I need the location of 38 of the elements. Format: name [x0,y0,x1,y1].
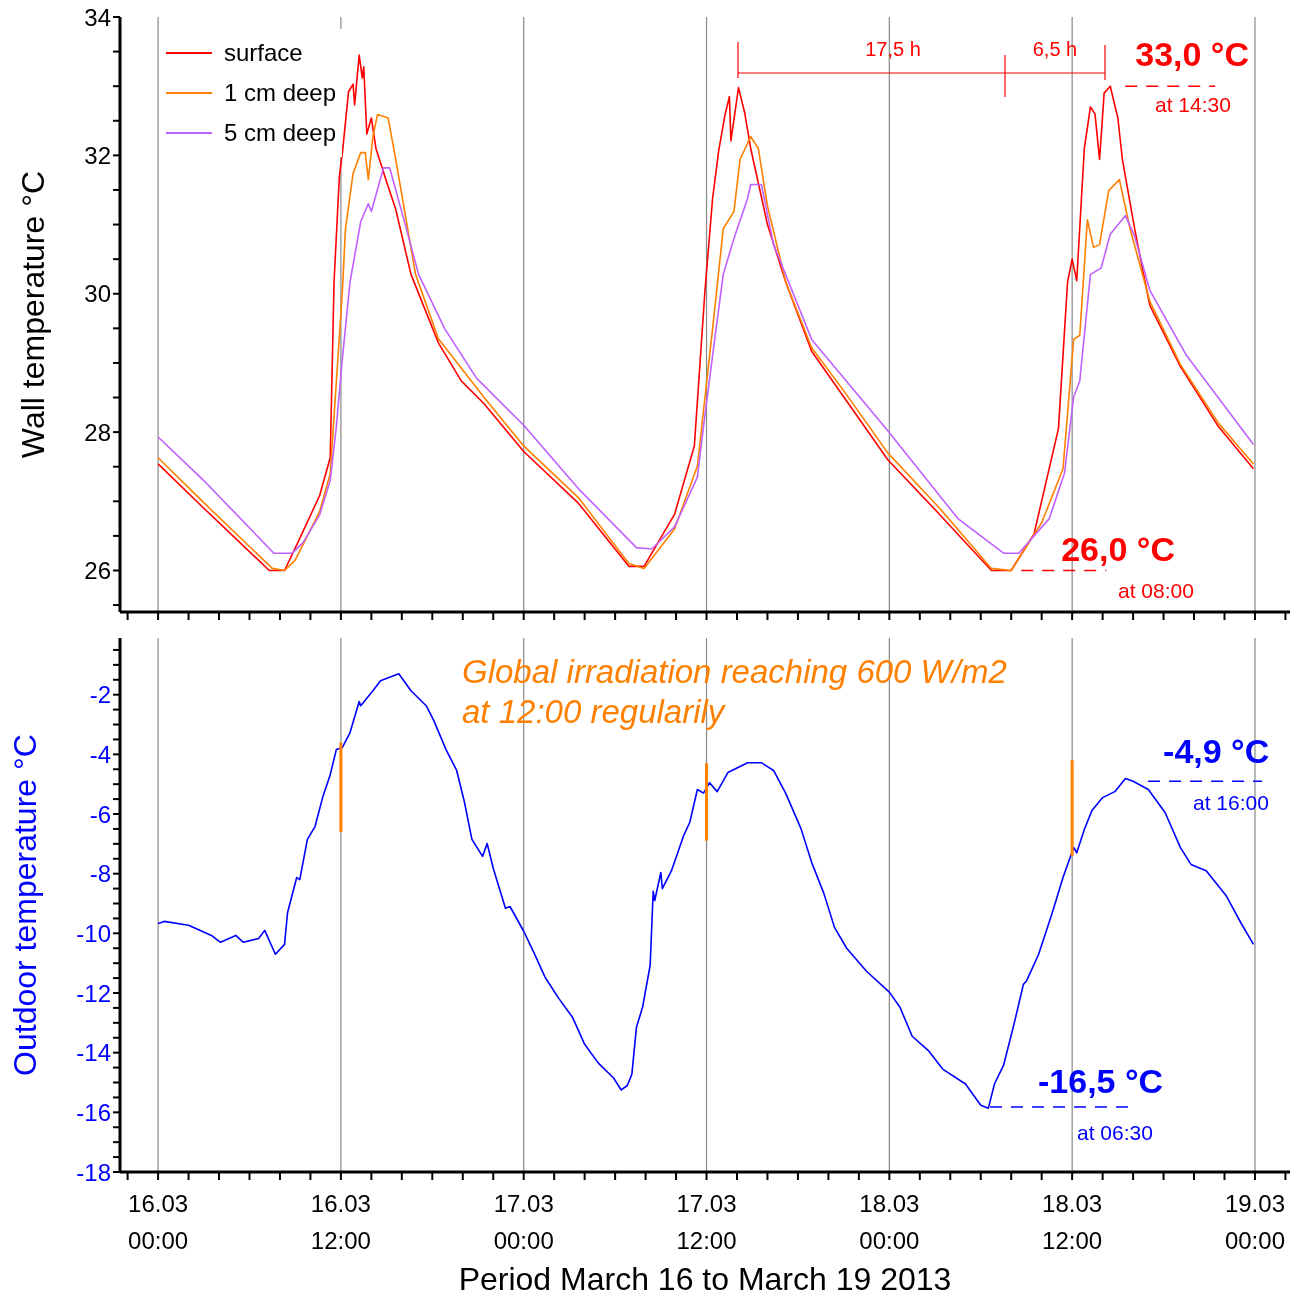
x-axis-title: Period March 16 to March 19 2013 [458,1261,952,1297]
y-axis-title: Wall temperature °C [15,170,51,459]
annotation: -16,5 °C [1038,1062,1164,1100]
annotation: at 14:30 [1155,93,1231,116]
x-tick-label: 16.03 00:00 [128,1190,189,1254]
x-tick-label: 18.03 00:00 [859,1190,920,1254]
x-tick-label: 17.03 12:00 [676,1190,737,1254]
x-tick-label: 18.03 12:00 [1042,1190,1103,1254]
y-tick-label: -16 [76,1098,111,1126]
y-tick-label: 34 [84,3,111,31]
annotation: -4,9 °C [1163,732,1270,771]
annotation: at 06:30 [1077,1121,1153,1144]
y-tick-label: -4 [89,740,111,768]
annotation: at 16:00 [1193,791,1269,814]
annotation: 26,0 °C [1061,530,1175,569]
legend-label: 5 cm deep [224,119,337,147]
legend-label: 1 cm deep [224,79,337,107]
y-tick-label: -12 [76,979,111,1007]
x-tick-label: 19.03 00:00 [1224,1190,1285,1254]
legend-label: surface [224,39,303,67]
y-axis-title: Outdoor temperature °C [7,734,43,1076]
y-tick-label: -14 [76,1039,111,1067]
y-tick-label: -18 [76,1158,111,1186]
y-tick-label: 26 [84,557,111,585]
y-tick-label: -2 [89,681,111,709]
x-tick-label: 16.03 12:00 [310,1190,371,1254]
y-tick-label: -8 [89,860,111,888]
annotation: 6,5 h [1032,38,1078,60]
y-tick-label: 32 [84,141,111,169]
annotation: at 08:00 [1118,579,1194,602]
y-tick-label: -10 [76,919,111,947]
y-tick-label: -6 [89,800,111,828]
y-tick-label: 30 [84,280,111,308]
annotation: 33,0 °C [1135,35,1250,74]
y-tick-label: 28 [84,418,111,446]
x-tick-label: 17.03 00:00 [493,1190,554,1254]
annotation: Global irradiation reaching 600 W/m2 at 12:00 regularily [462,652,1008,732]
annotation: 17,5 h [865,38,921,60]
